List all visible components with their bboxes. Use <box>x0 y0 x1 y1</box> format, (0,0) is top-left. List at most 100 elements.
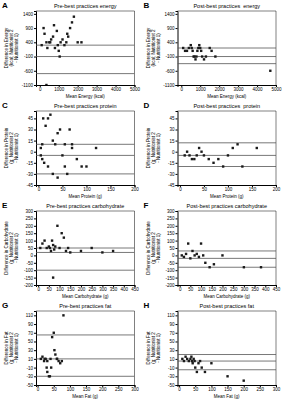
plot-area <box>178 143 277 168</box>
y-axis: -45-30-150153045 <box>26 112 36 188</box>
tick: -30 <box>168 374 178 379</box>
frame <box>178 211 277 212</box>
tick: -50 <box>26 383 36 388</box>
tick-mark <box>34 130 36 131</box>
tick: -15 <box>26 161 36 166</box>
reference-line <box>36 56 135 57</box>
panel-label: H <box>144 301 150 310</box>
title: Post-best practices carbohydrate <box>187 203 267 209</box>
tick-label: 100 <box>25 239 33 244</box>
point <box>69 27 71 29</box>
tick-mark <box>176 163 178 164</box>
tick-mark <box>34 163 36 164</box>
tick-label: 70 <box>169 331 175 336</box>
point <box>214 55 216 57</box>
tick: 50 <box>193 385 199 392</box>
y-axis: -200-150-100-50050100150200250300 <box>24 209 37 288</box>
point <box>226 375 228 377</box>
tick: 4000 <box>253 85 264 92</box>
tick: 15 <box>28 139 36 144</box>
tick: 300 <box>131 385 139 392</box>
tick-mark <box>176 241 178 242</box>
point <box>213 263 215 265</box>
point <box>46 371 48 373</box>
tick-label: 200 <box>219 287 227 292</box>
tick: 900 <box>167 26 178 31</box>
reference-line <box>36 73 135 74</box>
x-axis: 010002000300040005000 <box>37 85 141 92</box>
reference-line <box>36 358 135 359</box>
tick-mark <box>34 241 36 242</box>
point <box>80 165 82 167</box>
tick-label: 200 <box>99 387 107 392</box>
point <box>204 262 206 264</box>
x-axis-label: Mean Energy (kcal) <box>66 94 106 99</box>
reference-line <box>178 267 277 268</box>
tick-mark <box>176 324 178 325</box>
tick: 110 <box>167 313 177 318</box>
tick: -200 <box>165 283 177 288</box>
frame <box>276 311 277 385</box>
tick-label: 200 <box>273 187 281 192</box>
point <box>188 360 190 362</box>
tick: -1100 <box>22 83 36 88</box>
tick: 400 <box>262 285 270 292</box>
reference-line <box>178 56 277 57</box>
tick-label: -600 <box>165 69 175 74</box>
tick-label: 300 <box>131 387 139 392</box>
tick-label: 15 <box>169 139 175 144</box>
tick-label: -100 <box>24 54 34 59</box>
tick: 50 <box>60 185 66 192</box>
y-axis-label: Difference in Carbohydrate(g; Nutritioni… <box>4 221 19 275</box>
tick: -30 <box>168 172 178 177</box>
point <box>184 154 186 156</box>
point <box>73 15 75 17</box>
tick: 0 <box>179 285 182 292</box>
point <box>198 147 200 149</box>
point <box>212 162 214 164</box>
tick-mark <box>34 152 36 153</box>
tick-label: 300 <box>273 387 281 392</box>
reference-line <box>178 166 277 167</box>
point <box>41 242 43 244</box>
tick-mark <box>176 263 178 264</box>
point <box>185 253 187 255</box>
tick: 150 <box>224 385 232 392</box>
point <box>47 165 49 167</box>
tick-mark <box>34 141 36 142</box>
axis-line <box>34 12 37 86</box>
frame <box>36 311 135 312</box>
point <box>260 266 262 268</box>
point <box>62 314 64 316</box>
tick: 1400 <box>164 12 177 17</box>
panel-label: B <box>144 1 150 10</box>
point <box>50 250 52 252</box>
tick-mark <box>176 185 178 186</box>
tick-mark <box>34 14 36 15</box>
point <box>58 55 60 57</box>
point <box>196 154 198 156</box>
tick-label: 200 <box>78 287 86 292</box>
tick: 100 <box>198 285 206 292</box>
point <box>183 360 185 362</box>
tick: 2000 <box>215 85 226 92</box>
reference-line <box>36 334 135 335</box>
tick: 0 <box>178 385 181 392</box>
tick: -1100 <box>163 83 177 88</box>
point <box>183 256 185 258</box>
point <box>69 251 71 253</box>
y-axis-label-line: - Nutritionist 1) <box>14 33 19 63</box>
point <box>199 360 201 362</box>
tick-label: 900 <box>25 26 33 31</box>
reference-line <box>36 270 135 271</box>
tick-label: 100 <box>198 287 206 292</box>
point <box>184 356 186 358</box>
point <box>199 47 201 49</box>
tick-label: 400 <box>25 40 33 45</box>
point <box>191 50 193 52</box>
point <box>53 349 55 351</box>
tick-label: 50 <box>169 246 175 251</box>
tick-label: -100 <box>165 54 175 59</box>
point <box>61 38 63 40</box>
tick-label: 150 <box>249 187 257 192</box>
